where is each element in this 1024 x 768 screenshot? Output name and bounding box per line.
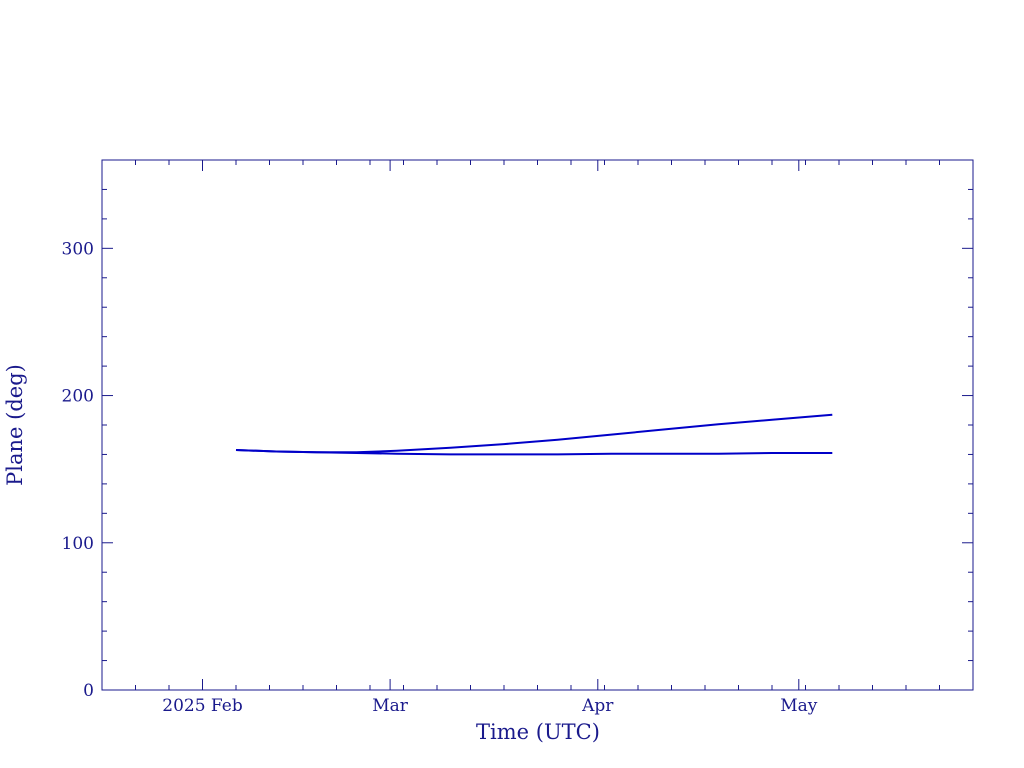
y-tick-label: 300 xyxy=(62,239,94,259)
x-tick-label: 2025 Feb xyxy=(162,696,243,716)
x-tick-label: Mar xyxy=(372,696,409,716)
y-axis-title: Plane (deg) xyxy=(3,364,27,486)
x-tick-label: Apr xyxy=(581,696,614,716)
minor-ticks xyxy=(101,160,974,690)
y-tick-label: 0 xyxy=(83,681,94,701)
major-ticks xyxy=(102,160,973,691)
plot-border xyxy=(101,159,974,691)
y-tick-label: 200 xyxy=(62,387,94,407)
series-layer xyxy=(235,413,833,456)
series-line-2 xyxy=(235,449,833,456)
plot-frame xyxy=(101,159,974,691)
series-line-1 xyxy=(235,413,833,454)
y-tick-label: 100 xyxy=(62,534,94,554)
x-axis-title: Time (UTC) xyxy=(476,720,600,744)
x-tick-label: May xyxy=(780,696,818,716)
tick-labels: 0 100 200 300 2025 Feb Mar Apr May xyxy=(62,239,818,716)
